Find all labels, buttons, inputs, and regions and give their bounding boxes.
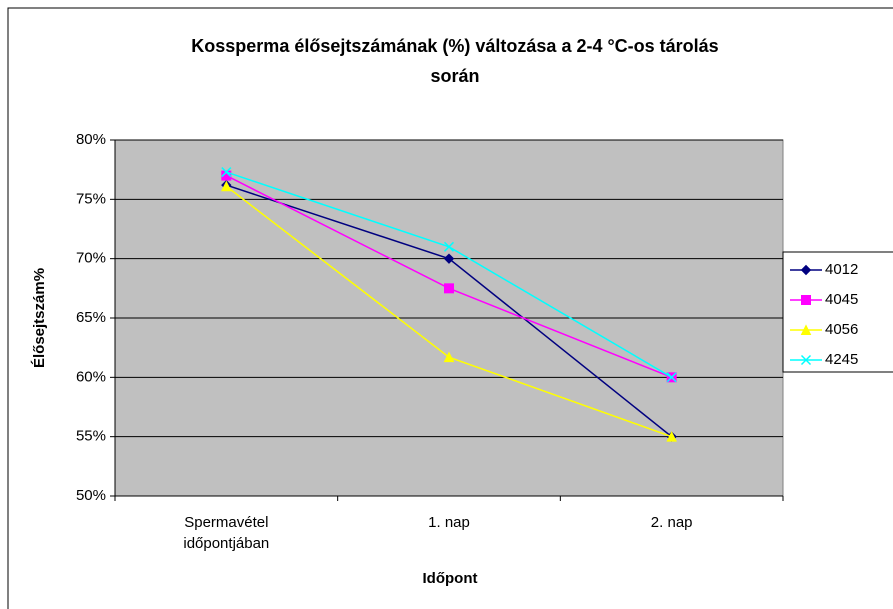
marker xyxy=(443,241,455,252)
legend-marker xyxy=(801,295,811,305)
y-tick-label: 80% xyxy=(76,131,106,148)
y-tick-label: 60% xyxy=(76,368,106,385)
x-tick-label: 2. nap xyxy=(650,514,693,531)
y-tick-label: 50% xyxy=(76,487,106,504)
y-tick-label: 55% xyxy=(76,428,106,445)
y-axis-title: Élősejtszám% xyxy=(31,268,48,368)
y-tick-label: 70% xyxy=(76,250,106,267)
chart-title: során xyxy=(430,66,479,86)
legend-marker xyxy=(800,324,812,335)
series xyxy=(221,180,677,442)
marker xyxy=(443,351,455,363)
legend-label: 4045 xyxy=(825,291,858,308)
y-tick-label: 65% xyxy=(76,309,106,326)
x-axis-title: Időpont xyxy=(423,570,478,587)
marker xyxy=(666,372,677,383)
marker xyxy=(666,431,677,442)
legend-marker xyxy=(800,264,812,276)
x-tick-label: 1. nap xyxy=(428,514,470,531)
marker xyxy=(221,167,232,178)
series xyxy=(221,167,677,383)
legend-label: 4012 xyxy=(825,261,858,278)
x-tick-label: Spermavétel időpontjában xyxy=(183,514,270,552)
legend-label: 4056 xyxy=(825,321,858,338)
marker xyxy=(443,253,455,264)
y-tick-label: 75% xyxy=(76,190,106,207)
chart-title: Kossperma élősejtszámának (%) változása … xyxy=(191,36,718,56)
legend xyxy=(782,251,893,373)
legend-marker xyxy=(800,354,812,366)
marker xyxy=(221,180,232,192)
legend-label: 4245 xyxy=(825,351,858,368)
marker xyxy=(444,283,454,294)
